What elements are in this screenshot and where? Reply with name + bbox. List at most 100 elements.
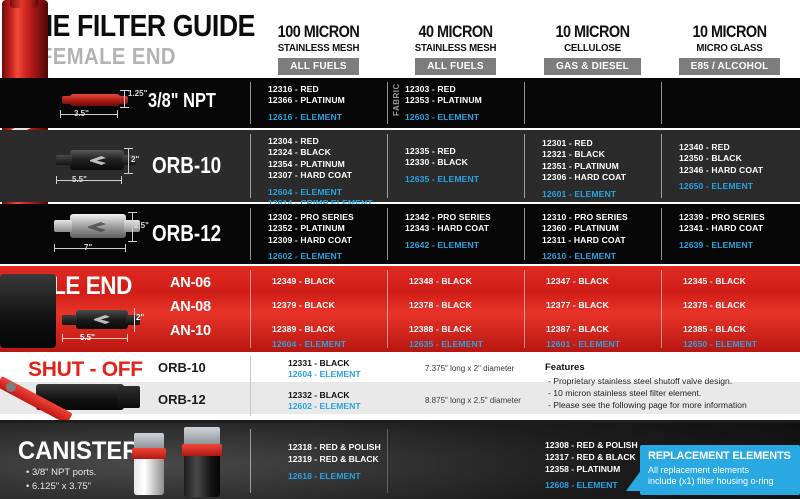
row-orb10: 5.5" 2" ORB-10 12304 - RED 12324 - BLACK… <box>0 130 800 208</box>
row-label-npt: 3/8" NPT <box>148 90 216 112</box>
column-micron-2: 10 MICRON <box>555 22 630 41</box>
part-number: 12307 - HARD COAT <box>268 170 353 181</box>
part-number-element: 12604 - ELEMENT <box>288 369 361 379</box>
part-number: 12342 - PRO SERIES <box>405 212 491 222</box>
column-micron-0: 100 MICRON <box>277 22 360 41</box>
cell-npt-10micron-microglass <box>661 78 798 128</box>
column-fuel-badge-0: ALL FUELS <box>278 58 359 75</box>
orb12-diameter-dim: 2.5" <box>134 221 149 230</box>
cell-orb10-10micron-microglass: 12340 - RED 12350 - BLACK 12346 - HARD C… <box>661 130 798 202</box>
column-media-3: MICRO GLASS <box>696 42 763 54</box>
part-number: 12350 - BLACK <box>679 153 742 164</box>
part-number: 12347 - BLACK <box>546 276 609 286</box>
features-item: - 10 micron stainless steel filter eleme… <box>548 388 702 398</box>
cell-male-100micron: 12349 - BLACK 12379 - BLACK 12389 - BLAC… <box>250 266 387 352</box>
column-header-1: 40 MICRON STAINLESS MESH ALL FUELS <box>387 22 524 75</box>
cell-orb10-40micron: 12335 - RED 12330 - BLACK 12635 - ELEMEN… <box>387 130 524 202</box>
shutoff-orb12-dimensions: 8.875" long x 2.5" diameter <box>425 396 521 405</box>
callout-title: REPLACEMENT ELEMENTS <box>648 450 791 462</box>
part-number: 12389 - BLACK <box>272 324 335 334</box>
cell-orb12-10micron-cellulose: 12310 - PRO SERIES 12360 - PLATINUM 1231… <box>524 204 661 264</box>
part-number-element: 12601 - ELEMENT <box>542 188 617 199</box>
npt-filter-icon <box>60 92 130 108</box>
canister-bullet: • 6.125" x 3.75" <box>26 481 92 492</box>
column-micron-1: 40 MICRON <box>418 22 493 41</box>
part-number-element: 12614 - CRIMP ELEMENT <box>250 198 387 209</box>
male-diameter-dim: 2" <box>136 313 145 322</box>
row-orb12-left: 7" 2.5" ORB-12 <box>0 204 250 264</box>
row-orb10-left: 5.5" 2" ORB-10 <box>0 130 250 202</box>
section-label-shut-off: SHUT - OFF <box>28 358 143 381</box>
part-number: 12351 - PLATINUM <box>542 160 619 171</box>
part-number: 12318 - RED & POLISH <box>288 442 381 452</box>
row-label-an10: AN-10 <box>170 323 211 339</box>
part-number: 12388 - BLACK <box>409 324 472 334</box>
section-male-end: MALE END 5.5" 2" AN-06 AN-08 AN-10 <box>0 266 800 352</box>
part-number-element: 12604 - ELEMENT <box>272 339 347 349</box>
npt-diameter-dim: 1.25" <box>128 89 148 98</box>
section-label-canister: CANISTER <box>18 437 140 465</box>
column-media-2: CELLULOSE <box>564 42 621 54</box>
part-number: 12319 - RED & BLACK <box>288 454 379 464</box>
part-number: 12346 - HARD COAT <box>679 164 764 175</box>
row-orb12: 7" 2.5" ORB-12 12302 - PRO SERIES 12352 … <box>0 204 800 264</box>
part-number: 12330 - BLACK <box>405 157 468 168</box>
cell-npt-100micron: 12316 - RED 12366 - PLATINUM 12616 - ELE… <box>250 78 387 128</box>
column-fuel-badge-3: E85 / ALCOHOL <box>678 58 781 75</box>
part-number: 12387 - BLACK <box>546 324 609 334</box>
male-end-left: MALE END 5.5" 2" AN-06 AN-08 AN-10 <box>0 266 250 352</box>
shutoff-orb10-dimensions: 7.375" long x 2" diameter <box>425 364 515 373</box>
part-number: 12306 - HARD COAT <box>542 172 627 183</box>
orb12-filter-icon <box>54 214 140 240</box>
column-header-2: 10 MICRON CELLULOSE GAS & DIESEL <box>524 22 661 75</box>
canister-bullet: • 3/8" NPT ports. <box>26 467 97 478</box>
features-item: - Please see the following page for more… <box>548 400 747 410</box>
npt-length-dim: 3.5" <box>74 109 89 118</box>
part-number: 12366 - PLATINUM <box>268 95 345 106</box>
row-label-orb12: ORB-12 <box>152 220 222 246</box>
part-number: 12310 - PRO SERIES <box>542 212 628 222</box>
callout-tail-icon <box>626 469 642 491</box>
part-number: 12302 - PRO SERIES <box>268 212 354 222</box>
part-number: 12377 - BLACK <box>546 300 609 310</box>
part-number-element: 12616 - ELEMENT <box>268 111 343 122</box>
column-media-0: STAINLESS MESH <box>277 42 360 54</box>
part-number: 12331 - BLACK <box>288 358 350 368</box>
part-number: 12379 - BLACK <box>272 300 335 310</box>
shutoff-valve-image <box>0 374 150 425</box>
column-media-1: STAINLESS MESH <box>414 42 497 54</box>
column-header-0: 100 MICRON STAINLESS MESH ALL FUELS <box>250 22 387 75</box>
part-number-element: 12601 - ELEMENT <box>546 339 621 349</box>
row-label-shutoff-orb10: ORB-10 <box>158 360 206 375</box>
section-canister: CANISTER • 3/8" NPT ports. • 6.125" x 3.… <box>0 423 800 499</box>
part-number-element: 12639 - ELEMENT <box>679 239 754 250</box>
part-number-element: 12603 - ELEMENT <box>405 111 480 122</box>
an-fitting-image <box>0 274 56 348</box>
part-number: 12353 - PLATINUM <box>405 95 482 106</box>
cell-orb12-100micron: 12302 - PRO SERIES 12352 - PLATINUM 1230… <box>250 204 387 264</box>
row-label-an08: AN-08 <box>170 299 211 315</box>
part-number: 12343 - HARD COAT <box>405 223 490 234</box>
part-number: 12385 - BLACK <box>683 324 746 334</box>
part-number: 12301 - RED <box>542 138 593 148</box>
part-number: 12309 - HARD COAT <box>268 234 353 245</box>
part-number: 12339 - PRO SERIES <box>679 212 765 222</box>
part-number: 12358 - PLATINUM <box>545 464 621 474</box>
cell-male-10micron-microglass: 12345 - BLACK 12375 - BLACK 12385 - BLAC… <box>661 266 798 352</box>
part-number: 12317 - RED & BLACK <box>545 452 636 462</box>
part-number: 12340 - RED <box>679 142 730 152</box>
part-number: 12335 - RED <box>405 146 456 156</box>
cell-orb12-40micron: 12342 - PRO SERIES 12343 - HARD COAT 126… <box>387 204 524 264</box>
part-number: 12321 - BLACK <box>542 149 605 160</box>
part-number: 12304 - RED <box>268 136 319 146</box>
male-end-columns: 12349 - BLACK 12379 - BLACK 12389 - BLAC… <box>250 266 800 352</box>
part-number: 12375 - BLACK <box>683 300 746 310</box>
cell-orb10-100micron: 12304 - RED 12324 - BLACK 12354 - PLATIN… <box>250 130 387 208</box>
part-number-element: 12642 - ELEMENT <box>405 239 480 250</box>
canister-polish-image <box>128 433 174 495</box>
replacement-elements-callout: REPLACEMENT ELEMENTS All replacement ele… <box>626 445 800 495</box>
part-number: 12348 - BLACK <box>409 276 472 286</box>
part-number-element: 12602 - ELEMENT <box>268 251 343 262</box>
part-number: 12360 - PLATINUM <box>542 223 619 234</box>
